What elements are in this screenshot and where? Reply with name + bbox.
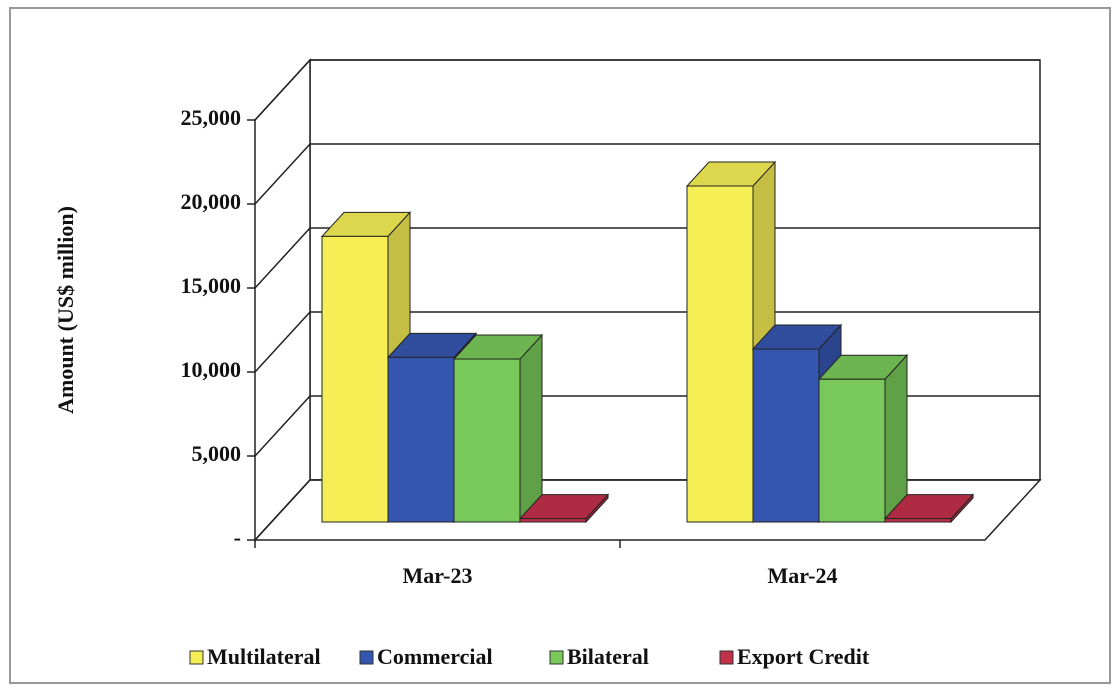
- y-tick-label: 15,000: [181, 273, 242, 298]
- y-tick-label: -: [234, 525, 241, 550]
- legend-label: Multilateral: [207, 644, 321, 669]
- bar: [452, 333, 544, 524]
- grid-line: [254, 59, 1040, 121]
- y-tick-label: 10,000: [181, 357, 242, 382]
- bar: [817, 353, 909, 524]
- y-axis-label: Amount (US$ million): [53, 206, 78, 414]
- legend-swatch: [189, 650, 204, 665]
- bar-front: [387, 356, 455, 523]
- x-tick-label: Mar-24: [767, 563, 837, 588]
- legend-label: Export Credit: [737, 644, 870, 669]
- bar-front: [453, 358, 521, 523]
- grid-line: [254, 143, 1040, 205]
- y-tick-label: 5,000: [192, 441, 242, 466]
- legend-label: Bilateral: [567, 644, 649, 669]
- bar-front: [752, 348, 820, 523]
- x-tick-label: Mar-23: [402, 563, 472, 588]
- y-tick-label: 20,000: [181, 189, 242, 214]
- bar-front: [884, 518, 952, 523]
- legend-label: Commercial: [377, 644, 493, 669]
- bar-side: [519, 333, 543, 524]
- bar-front: [818, 378, 886, 523]
- bar-front: [686, 185, 754, 523]
- legend-swatch: [719, 650, 734, 665]
- legend-swatch: [359, 650, 374, 665]
- y-tick-label: 25,000: [181, 105, 242, 130]
- grid-line: [254, 311, 1040, 373]
- side-wall: [254, 58, 311, 542]
- bar-front: [321, 235, 389, 523]
- grid-line: [254, 227, 1040, 289]
- bar-side: [884, 353, 908, 524]
- legend-swatch: [549, 650, 564, 665]
- bar: [518, 493, 610, 524]
- bar: [883, 493, 975, 524]
- bar-front: [519, 518, 587, 523]
